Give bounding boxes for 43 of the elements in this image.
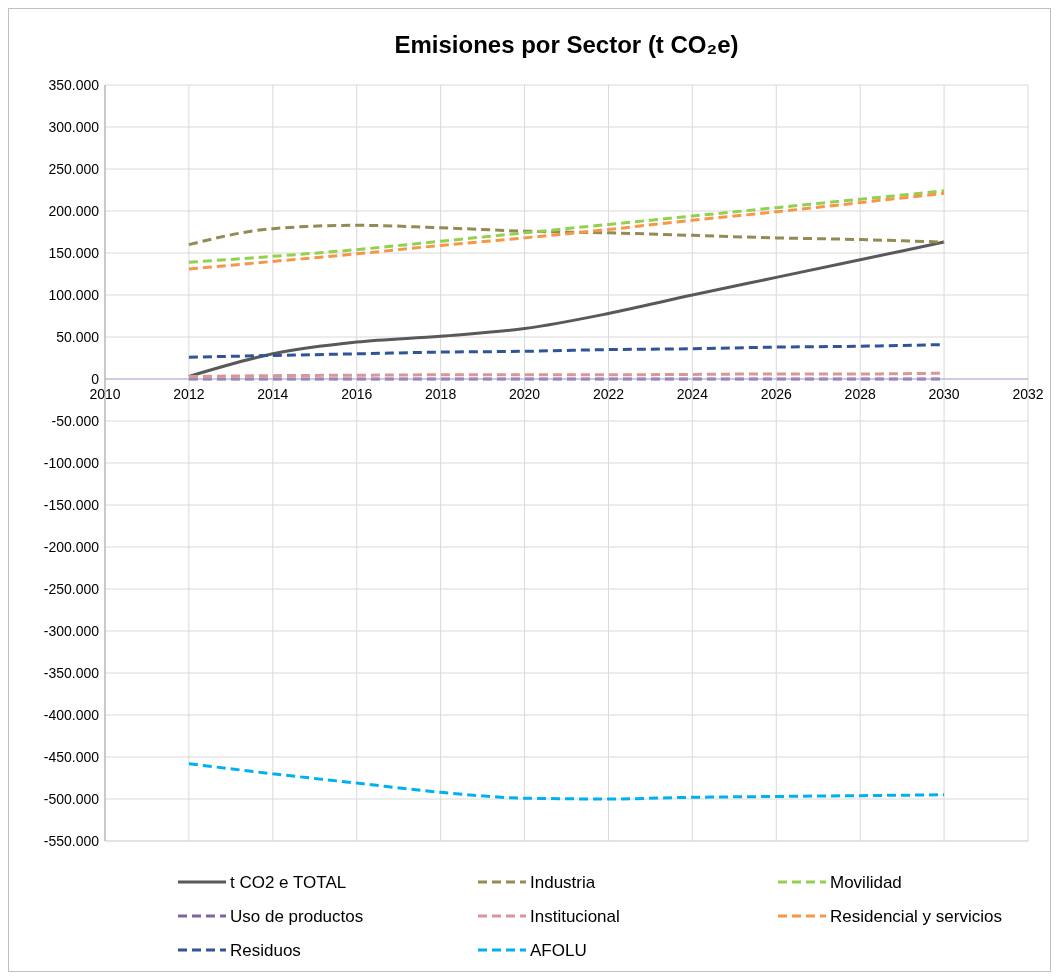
x-tick-label: 2010 <box>89 386 121 402</box>
y-tick-label: 200.000 <box>48 202 100 219</box>
legend-label: Uso de productos <box>230 906 364 926</box>
line-series <box>187 223 946 247</box>
legend-label: Residuos <box>230 940 301 960</box>
x-tick-label: 2026 <box>760 386 793 402</box>
x-tick-label: 2024 <box>676 386 709 402</box>
legend-label: t CO2 e TOTAL <box>230 872 347 892</box>
y-tick-label: -250.000 <box>43 580 100 597</box>
y-tick-label: 100.000 <box>48 286 100 303</box>
x-tick-label: 2012 <box>173 386 205 402</box>
y-tick-label: 250.000 <box>48 160 100 177</box>
y-tick-label: -300.000 <box>43 622 100 639</box>
y-tick-label: 150.000 <box>48 244 100 261</box>
legend-label: Institucional <box>530 906 620 926</box>
y-tick-label: -350.000 <box>43 664 100 681</box>
y-tick-label: -150.000 <box>43 496 100 513</box>
y-tick-label: -550.000 <box>43 832 100 849</box>
y-tick-label: 350.000 <box>48 76 100 93</box>
x-tick-label: 2032 <box>1012 386 1044 402</box>
x-tick-label: 2018 <box>425 386 457 402</box>
line-series <box>187 762 946 801</box>
x-tick-label: 2014 <box>257 386 289 402</box>
x-tick-label: 2028 <box>844 386 876 402</box>
legend-label: Residencial y servicios <box>830 906 1002 926</box>
y-tick-label: -100.000 <box>43 454 100 471</box>
y-tick-label: -450.000 <box>43 748 100 765</box>
x-tick-label: 2022 <box>592 386 625 402</box>
legend-label: Movilidad <box>830 872 902 892</box>
y-tick-label: -200.000 <box>43 538 100 555</box>
legend-label: Industria <box>530 872 596 892</box>
x-tick-label: 2016 <box>341 386 373 402</box>
line-series <box>187 240 946 378</box>
y-tick-label: 300.000 <box>48 118 100 135</box>
y-tick-label: -400.000 <box>43 706 100 723</box>
y-tick-label: 50.000 <box>56 328 100 345</box>
x-tick-label: 2030 <box>928 386 960 402</box>
y-tick-label: -500.000 <box>43 790 100 807</box>
x-tick-label: 2020 <box>508 386 541 402</box>
chart-title: Emisiones por Sector (t CO₂e) <box>394 31 739 58</box>
y-tick-label: 0 <box>91 370 100 387</box>
y-tick-label: -50.000 <box>51 412 100 429</box>
legend-label: AFOLU <box>530 940 587 960</box>
